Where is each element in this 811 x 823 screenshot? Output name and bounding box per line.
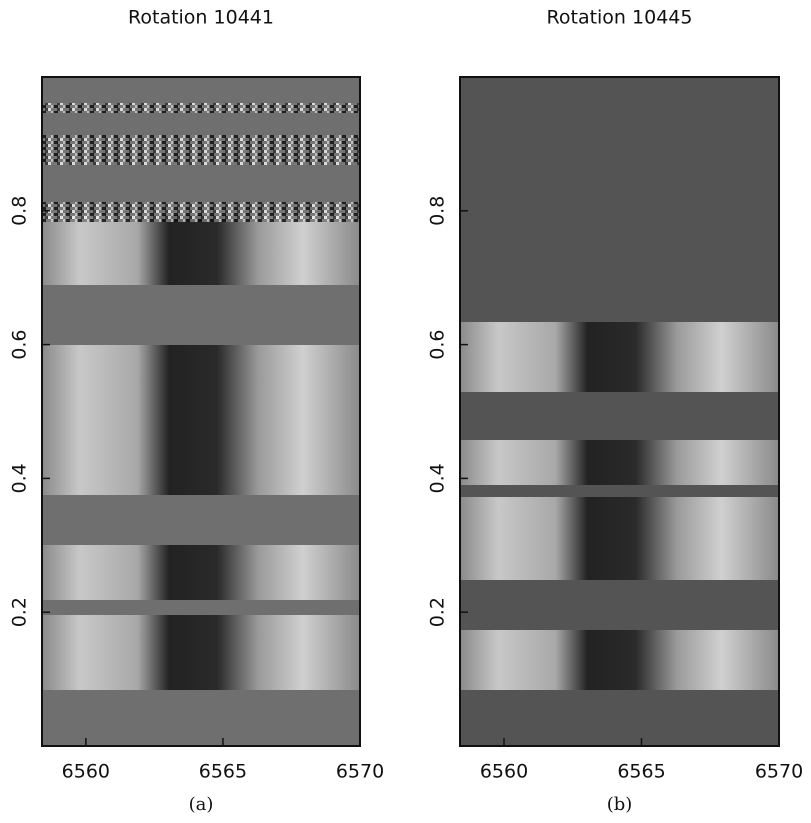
spectrum-band [42, 215, 360, 285]
noise-band [42, 202, 360, 222]
spectrum-band [460, 322, 779, 392]
x-tick-label: 6565 [199, 761, 247, 783]
y-tick-label: 0.8 [427, 196, 449, 226]
spectrum-band [42, 615, 360, 690]
x-tick-label: 6560 [62, 761, 110, 783]
spectrum-band [460, 440, 779, 485]
y-tick-label: 0.2 [427, 597, 449, 627]
y-tick-label: 0.6 [9, 329, 31, 359]
panel-title: Rotation 10445 [547, 7, 693, 29]
panel-caption: (b) [607, 794, 633, 815]
spectrum-band [42, 545, 360, 600]
y-tick-label: 0.6 [427, 329, 449, 359]
frame [41, 76, 361, 747]
spectrum-band [460, 630, 779, 690]
y-tick-label: 0.8 [9, 196, 31, 226]
noise-band [42, 135, 360, 165]
spectrum-band [460, 497, 779, 580]
x-tick-label: 6570 [336, 761, 384, 783]
y-tick-label: 0.2 [9, 597, 31, 627]
panel-title: Rotation 10441 [128, 7, 274, 29]
y-tick-label: 0.4 [427, 463, 449, 493]
x-tick-label: 6565 [617, 761, 665, 783]
y-tick-label: 0.4 [9, 463, 31, 493]
spectrum-band [42, 345, 360, 495]
x-tick-label: 6570 [755, 761, 803, 783]
noise-band [42, 103, 360, 113]
panel-caption: (a) [189, 794, 214, 815]
x-tick-label: 6560 [480, 761, 528, 783]
frame [459, 76, 780, 747]
